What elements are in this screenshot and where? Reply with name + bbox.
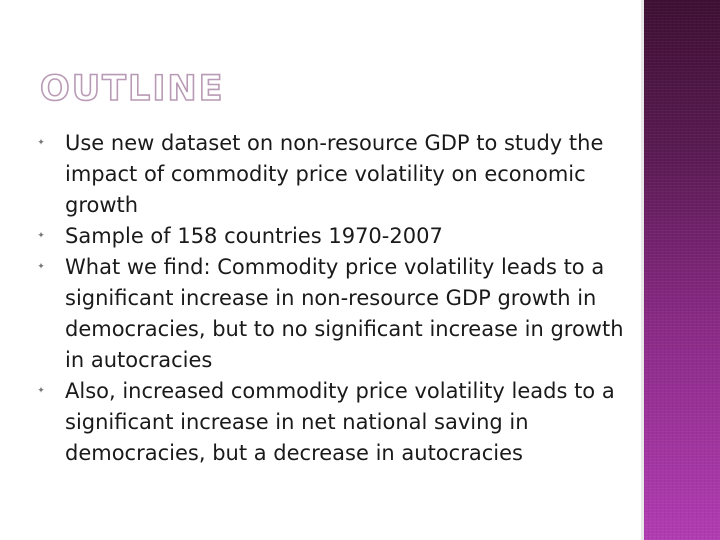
slide-title: OUTLINE — [39, 69, 225, 109]
bullet-text: What we find: Commodity price volatility… — [65, 255, 624, 372]
bullet-marker-icon: ✦ — [37, 262, 45, 272]
bullet-item: ✦ Use new dataset on non-resource GDP to… — [36, 128, 626, 221]
bullet-marker-icon: ✦ — [37, 138, 45, 148]
bullet-marker-icon: ✦ — [37, 386, 45, 396]
bullet-text: Sample of 158 countries 1970-2007 — [65, 224, 443, 248]
bullet-list: ✦ Use new dataset on non-resource GDP to… — [36, 128, 626, 469]
bullet-item: ✦ Also, increased commodity price volati… — [36, 376, 626, 469]
bullet-marker-icon: ✦ — [37, 231, 45, 241]
bullet-text: Also, increased commodity price volatili… — [65, 379, 615, 465]
bullet-text: Use new dataset on non-resource GDP to s… — [65, 131, 604, 217]
bullet-item: ✦ Sample of 158 countries 1970-2007 — [36, 221, 626, 252]
decorative-side-panel — [644, 0, 720, 540]
bullet-item: ✦ What we find: Commodity price volatili… — [36, 252, 626, 376]
panel-separator — [641, 0, 644, 540]
slide-content-area: OUTLINE ✦ Use new dataset on non-resourc… — [36, 69, 626, 469]
